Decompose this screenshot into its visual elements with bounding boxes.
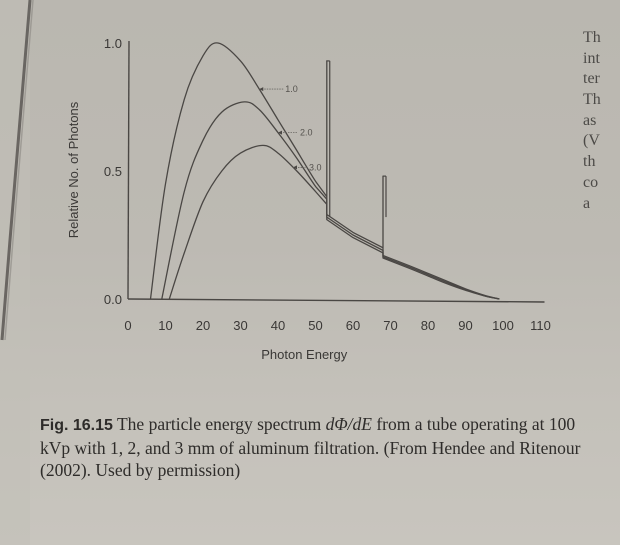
side-text-line: Th (583, 29, 601, 46)
x-tick-label: 90 (458, 318, 472, 333)
x-tick-label: 0 (124, 318, 131, 333)
figure-caption: Fig. 16.15 The particle energy spectrum … (40, 413, 600, 481)
x-tick-label: 40 (271, 318, 285, 333)
series-label-2-0: 2.0 (300, 128, 313, 138)
side-text-line: ter (583, 70, 600, 88)
series-label-3-0: 3.0 (309, 162, 322, 172)
caption-math: dΦ/dE (325, 414, 372, 434)
series-line-3-0 (168, 144, 500, 300)
side-text-line: as (583, 111, 597, 129)
x-tick-label: 70 (383, 318, 397, 333)
caption-text-pre: The particle energy spectrum (116, 414, 326, 434)
figure-number: Fig. 16.15 (40, 417, 113, 434)
series-line-1-0 (149, 42, 500, 300)
side-text-line: th (583, 153, 596, 171)
x-tick-label: 10 (158, 318, 172, 333)
side-text-line: co (583, 173, 599, 191)
side-text-line: Th (583, 91, 601, 109)
y-tick-label: 0.5 (104, 164, 122, 179)
x-axis-line (127, 298, 545, 303)
label-arrow-icon (259, 87, 264, 92)
y-tick-label: 1.0 (104, 36, 122, 51)
y-axis-line (127, 40, 130, 300)
chart-series (149, 42, 500, 300)
y-axis-title: Relative No. of Photons (66, 101, 81, 238)
side-text-line: int (583, 49, 600, 67)
label-arrow-icon (293, 165, 297, 170)
label-arrow-icon (278, 130, 282, 135)
x-tick-label: 110 (530, 318, 551, 333)
photon-energy-spectrum-chart: 0.0 0.5 1.0 0 10 20 30 40 50 60 70 80 90 100 110 Photon… (66, 36, 551, 362)
x-tick-label: 30 (233, 318, 247, 333)
side-text-line: (V (583, 132, 600, 150)
x-tick-label: 50 (308, 318, 322, 333)
x-tick-label: 80 (421, 318, 435, 333)
series-line-2-0 (161, 101, 500, 300)
x-tick-label: 100 (492, 318, 514, 333)
caption-text-post: from a tube operating at 100 kVp with 1,… (40, 414, 581, 480)
x-axis-title: Photon Energy (261, 347, 348, 362)
chart-axes: 0.0 0.5 1.0 0 10 20 30 40 50 60 70 80 90 100 110 Photon… (66, 36, 551, 362)
x-tick-label: 20 (196, 318, 210, 333)
side-text-line: a (583, 194, 591, 212)
adjacent-column-text: Th int ter Th as (V th co a (583, 28, 620, 214)
y-tick-label: 0.0 (104, 292, 122, 307)
chart-labels: 1.0 2.0 3.0 (259, 84, 322, 172)
x-tick-label: 60 (346, 318, 360, 333)
series-label-1-0: 1.0 (285, 84, 298, 94)
